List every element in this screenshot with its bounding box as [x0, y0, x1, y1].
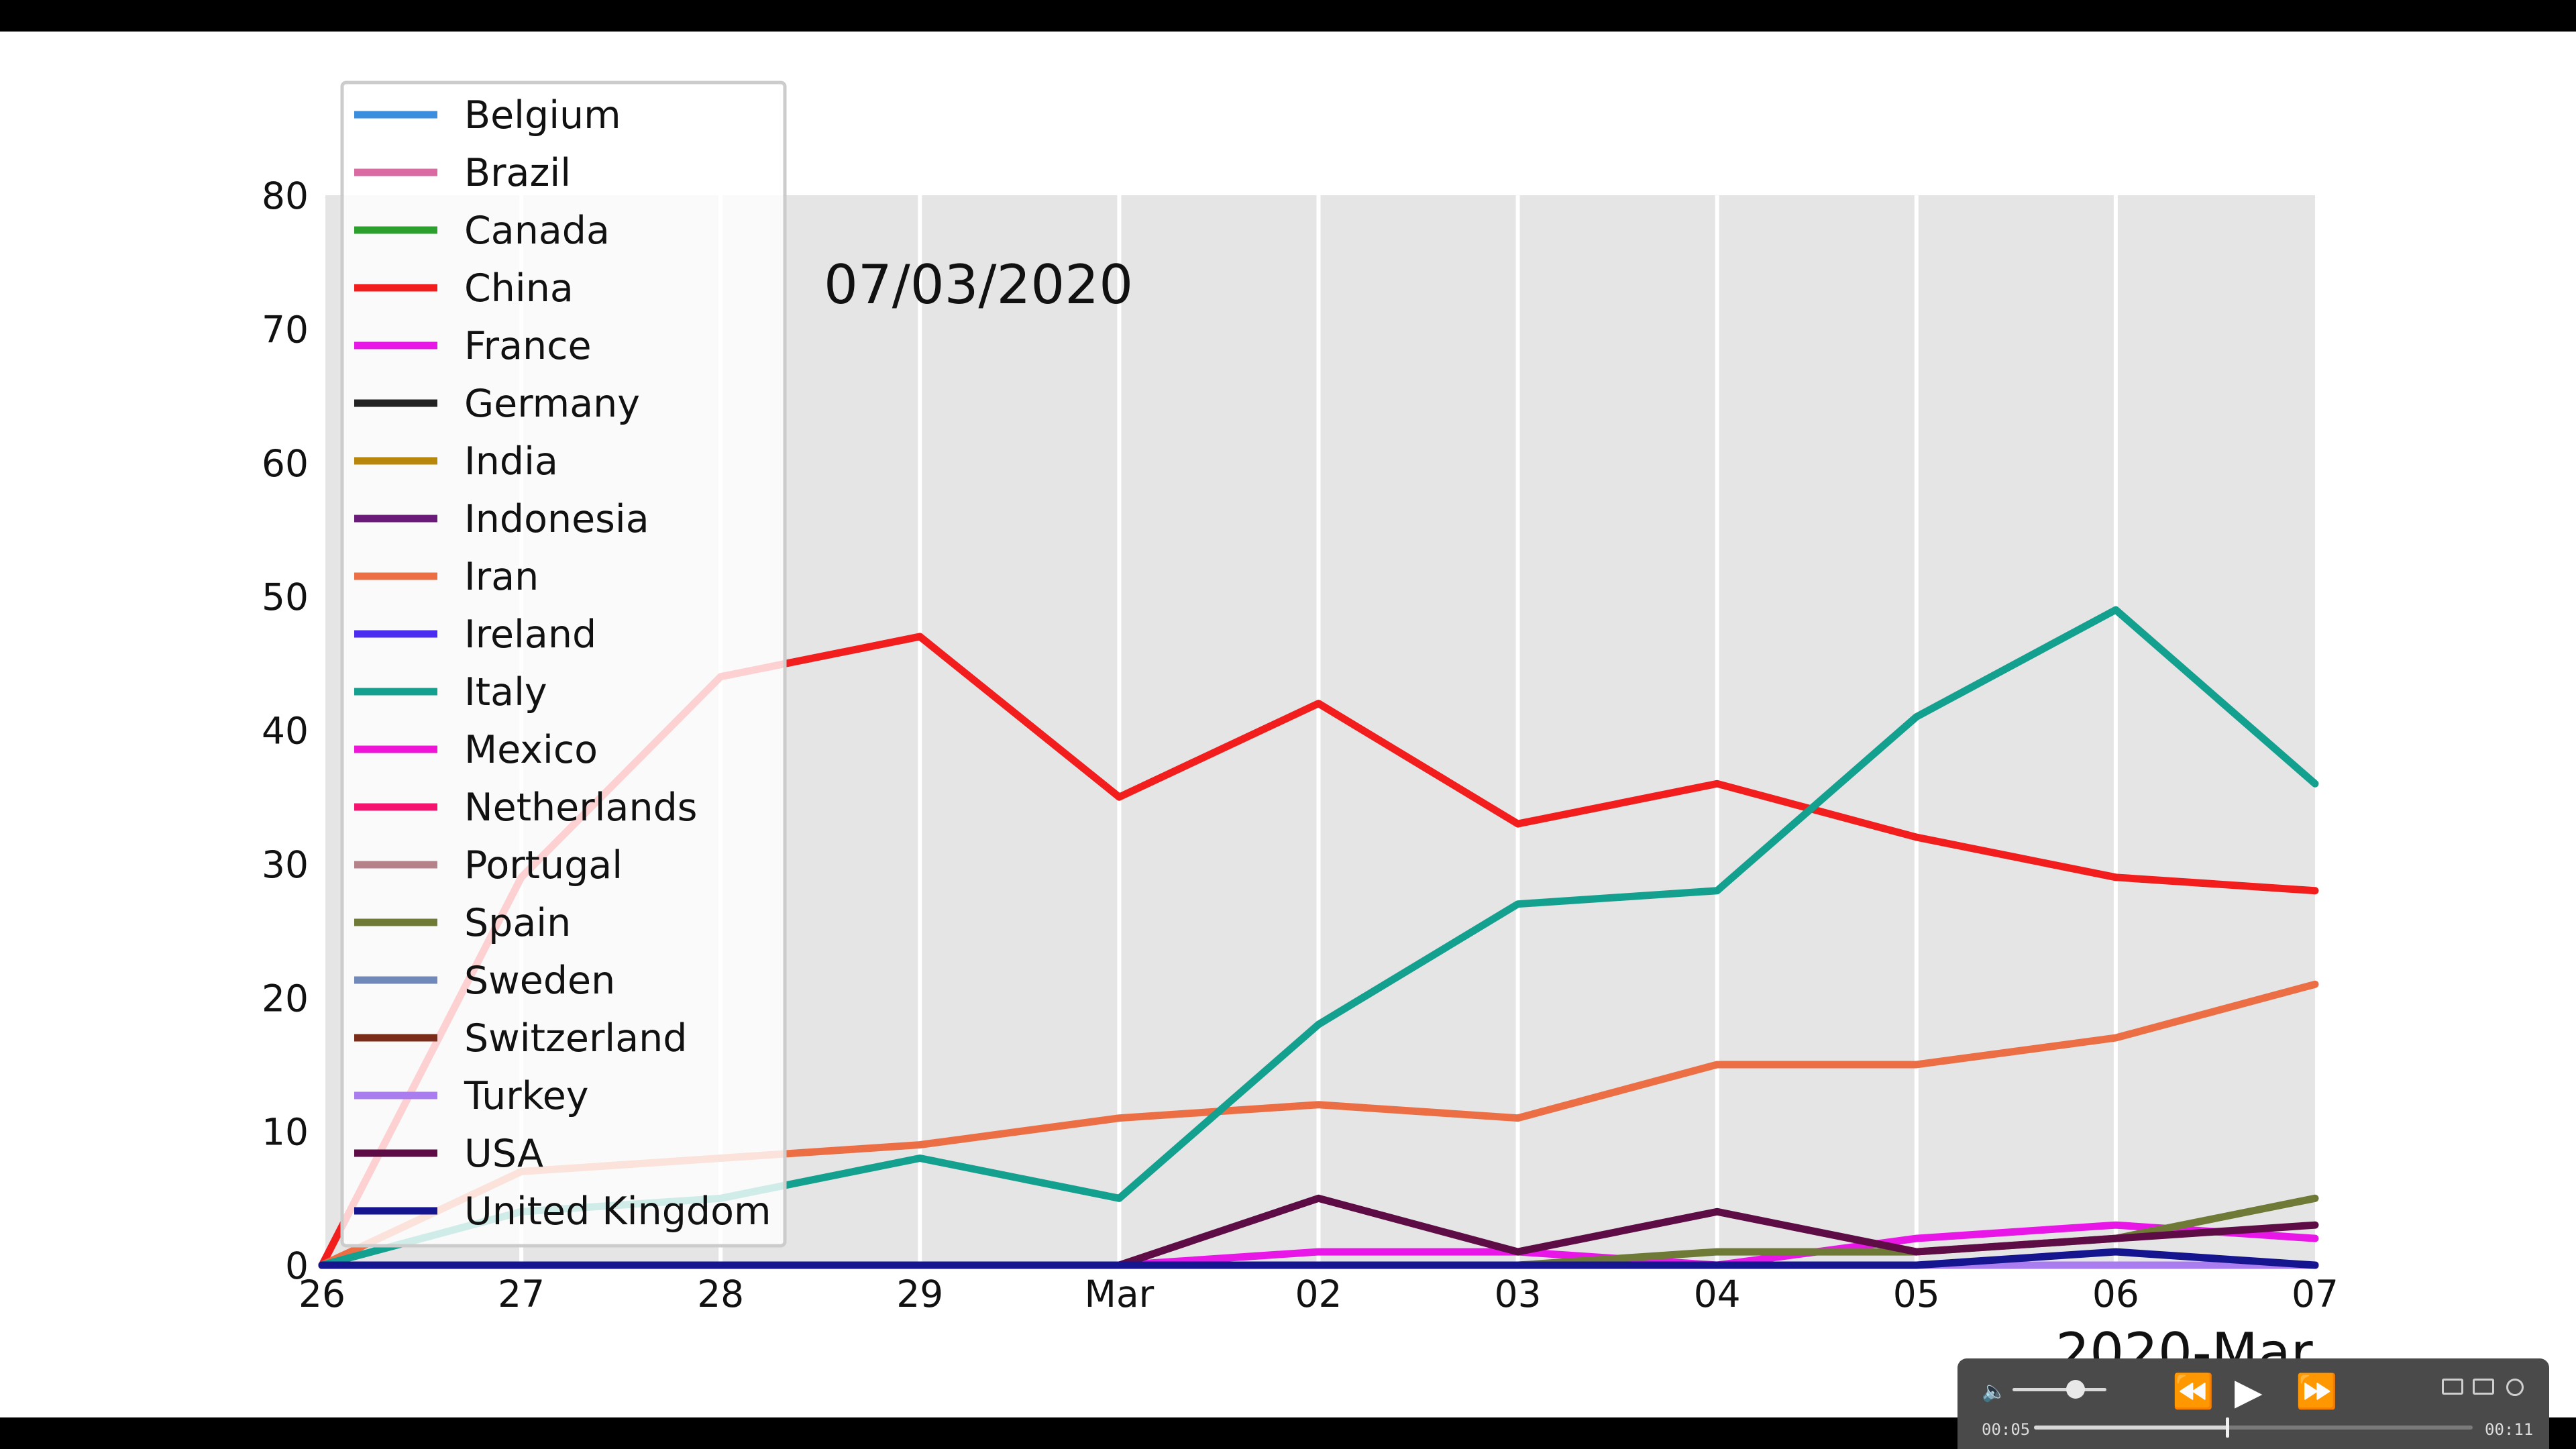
legend-label: Ireland — [464, 612, 596, 657]
legend-label: United Kingdom — [464, 1189, 771, 1234]
legend-label: Canada — [464, 209, 610, 253]
progress-fill — [2034, 1426, 2229, 1430]
x-tick-label: 26 — [299, 1273, 345, 1316]
x-tick-label: 02 — [1295, 1273, 1342, 1316]
video-controls: 🔈 ⏪ ▶ ⏩ 00:05 00:11 — [1957, 1358, 2549, 1449]
play-icon[interactable]: ▶ — [2235, 1371, 2263, 1413]
legend-box — [340, 80, 787, 1248]
x-tick-label: 27 — [498, 1273, 545, 1316]
volume-slider-knob[interactable] — [2066, 1380, 2085, 1399]
y-tick-label: 40 — [262, 710, 309, 753]
legend-label: Indonesia — [464, 497, 649, 541]
volume-icon[interactable]: 🔈 — [1982, 1380, 2007, 1403]
legend: Belgium Brazil Canada China France Germany Ind… — [340, 80, 787, 1248]
legend-label: Belgium — [464, 93, 621, 138]
picture-in-picture-icon[interactable] — [2442, 1379, 2463, 1395]
y-tick-label: 20 — [262, 977, 309, 1020]
total-time: 00:11 — [2485, 1420, 2534, 1439]
legend-label: Italy — [464, 670, 547, 714]
x-tick-label: Mar — [1085, 1273, 1155, 1316]
legend-label: Portugal — [464, 843, 623, 888]
current-time: 00:05 — [1982, 1420, 2031, 1439]
legend-label: Germany — [464, 382, 640, 426]
legend-label: Brazil — [464, 151, 571, 195]
legend-label: France — [464, 324, 592, 368]
legend-label: Spain — [464, 901, 571, 945]
x-axis: 26 27 28 29 Mar 02 03 04 05 06 07 — [299, 1273, 2339, 1316]
legend-label: Iran — [464, 555, 539, 599]
series-line-united-kingdom — [318, 1248, 2319, 1269]
x-tick-label: 03 — [1495, 1273, 1542, 1316]
options-icon[interactable] — [2506, 1379, 2524, 1396]
y-tick-label: 30 — [262, 843, 309, 886]
y-tick-label: 80 — [262, 174, 309, 217]
legend-label: Mexico — [464, 728, 598, 772]
x-tick-label: 05 — [1893, 1273, 1940, 1316]
legend-label: Switzerland — [464, 1016, 687, 1061]
x-tick-label: 07 — [2292, 1273, 2339, 1316]
legend-label: Turkey — [464, 1074, 589, 1118]
y-tick-label: 50 — [262, 576, 309, 619]
progress-track[interactable] — [2034, 1426, 2473, 1430]
y-tick-label: 70 — [262, 308, 309, 351]
fast-forward-icon[interactable]: ⏩ — [2296, 1372, 2338, 1411]
y-tick-label: 10 — [262, 1111, 309, 1154]
x-tick-label: 29 — [896, 1273, 943, 1316]
y-tick-label: 60 — [262, 442, 309, 485]
legend-label: Sweden — [464, 959, 615, 1003]
y-axis: 0 10 20 30 40 50 60 70 80 — [262, 174, 309, 1287]
volume-slider[interactable] — [2012, 1388, 2106, 1391]
x-tick-label: 04 — [1694, 1273, 1741, 1316]
video-frame: 0 10 20 30 40 50 60 70 80 26 27 28 29 Mar 02 03 04 05 06 0… — [0, 32, 2576, 1417]
legend-label: Netherlands — [464, 786, 697, 830]
legend-label: USA — [464, 1132, 543, 1176]
legend-label: India — [464, 439, 558, 484]
progress-playhead[interactable] — [2226, 1417, 2229, 1438]
rewind-icon[interactable]: ⏪ — [2172, 1372, 2214, 1411]
y-tick-label: 0 — [285, 1244, 309, 1287]
series-lines — [318, 606, 2319, 1269]
x-tick-label: 28 — [697, 1273, 744, 1316]
legend-label: China — [464, 266, 574, 311]
airplay-icon[interactable] — [2473, 1379, 2494, 1395]
date-annotation: 07/03/2020 — [824, 254, 1133, 316]
x-tick-label: 06 — [2092, 1273, 2139, 1316]
line-chart: 0 10 20 30 40 50 60 70 80 26 27 28 29 Mar 02 03 04 05 06 0… — [262, 80, 2339, 1384]
